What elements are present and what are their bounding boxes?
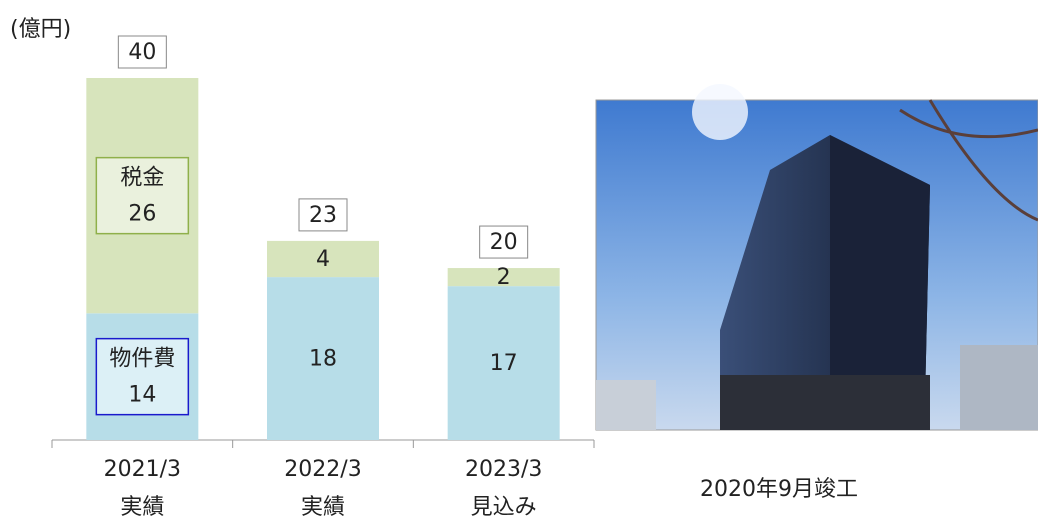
legend-label: 物件費 <box>109 347 175 372</box>
total-label: 40 <box>128 40 156 65</box>
total-label-box <box>117 35 167 69</box>
x-tick-label: 2021/3 <box>104 457 181 482</box>
legend-label: 税金 <box>120 166 164 191</box>
unit-label: (億円) <box>10 17 71 42</box>
total-label: 23 <box>309 203 337 228</box>
x-tick-label: 2022/3 <box>284 457 361 482</box>
bar-segment <box>267 240 379 278</box>
x-tick-sublabel: 実績 <box>301 495 345 520</box>
total-label-box <box>298 198 348 232</box>
x-tick-sublabel: 実績 <box>120 495 164 520</box>
x-tick-sublabel: 見込み <box>471 495 537 520</box>
value-label: 26 <box>128 202 156 227</box>
value-label: 18 <box>309 347 337 372</box>
bar-segment <box>267 277 379 440</box>
value-label: 17 <box>490 351 518 376</box>
bar-segment <box>447 286 560 440</box>
value-label: 2 <box>497 265 511 290</box>
value-label: 4 <box>316 247 330 272</box>
photo <box>595 84 1038 431</box>
value-label: 14 <box>128 383 156 408</box>
series-label-box <box>95 337 190 416</box>
x-tick-label: 2023/3 <box>465 457 542 482</box>
total-label-box <box>479 225 529 259</box>
series-label-box <box>95 156 190 235</box>
total-label: 20 <box>490 230 518 255</box>
bar-segment <box>447 268 560 287</box>
photo-caption: 2020年9月竣工 <box>700 477 858 502</box>
